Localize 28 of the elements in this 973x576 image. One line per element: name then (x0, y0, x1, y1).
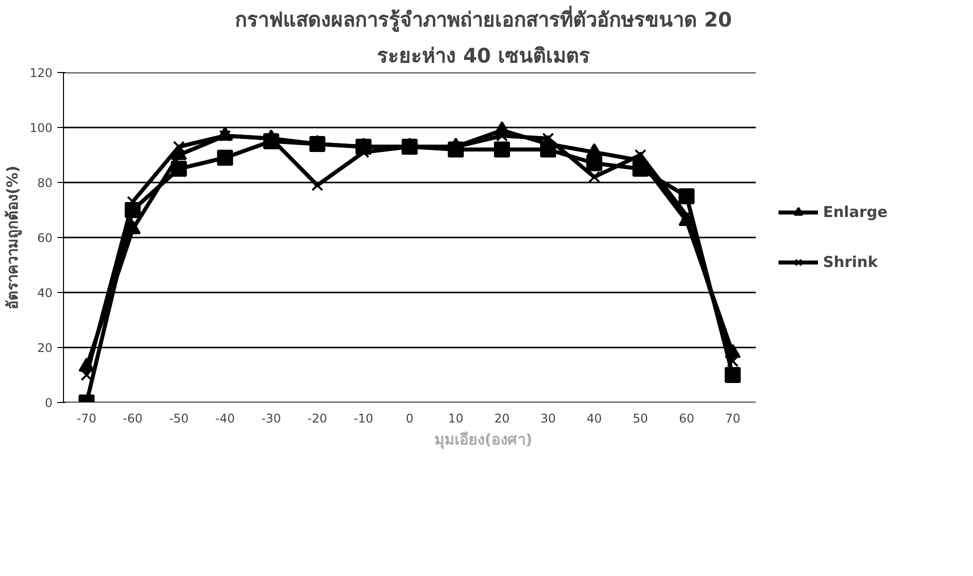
y-tick-label: 0 (44, 396, 53, 410)
y-tick-label: 60 (37, 231, 53, 245)
x-tick-label: -60 (122, 412, 143, 426)
y-tick-label: 40 (37, 286, 53, 300)
x-tick-label: 10 (448, 412, 464, 426)
x-tick-label: 40 (586, 412, 602, 426)
x-tick-label: -50 (169, 412, 189, 426)
legend-label: Enlarge (823, 203, 888, 221)
x-tick-label: -10 (354, 412, 374, 426)
x-tick-label: 50 (632, 412, 648, 426)
x-tick-label: -20 (308, 412, 328, 426)
y-axis-title: อัตราความถูกต้อง(%) (4, 166, 23, 310)
x-tick-label: 60 (678, 412, 694, 426)
legend-label: Shrink (823, 253, 879, 271)
chart-title: กราฟแสดงผลการรู้จำภาพถ่ายเอกสารที่ตัวอักษรขนาด 20 (235, 4, 732, 34)
x-tick-label: -70 (76, 412, 96, 426)
chart-subtitle: ระยะห่าง 40 เซนติเมตร (377, 44, 590, 68)
x-tick-label: 0 (406, 412, 414, 426)
y-tick-label: 120 (30, 66, 52, 80)
x-tick-label: 30 (540, 412, 556, 426)
x-tick-label: 70 (725, 412, 740, 426)
y-tick-label: 80 (37, 176, 53, 190)
x-axis-title: มุมเอียง(องศา) (434, 430, 532, 450)
y-tick-label: 20 (37, 341, 53, 355)
x-tick-label: -40 (215, 412, 235, 426)
x-tick-label: 20 (494, 412, 510, 426)
y-tick-label: 100 (30, 121, 52, 135)
x-tick-label: -30 (261, 412, 281, 426)
